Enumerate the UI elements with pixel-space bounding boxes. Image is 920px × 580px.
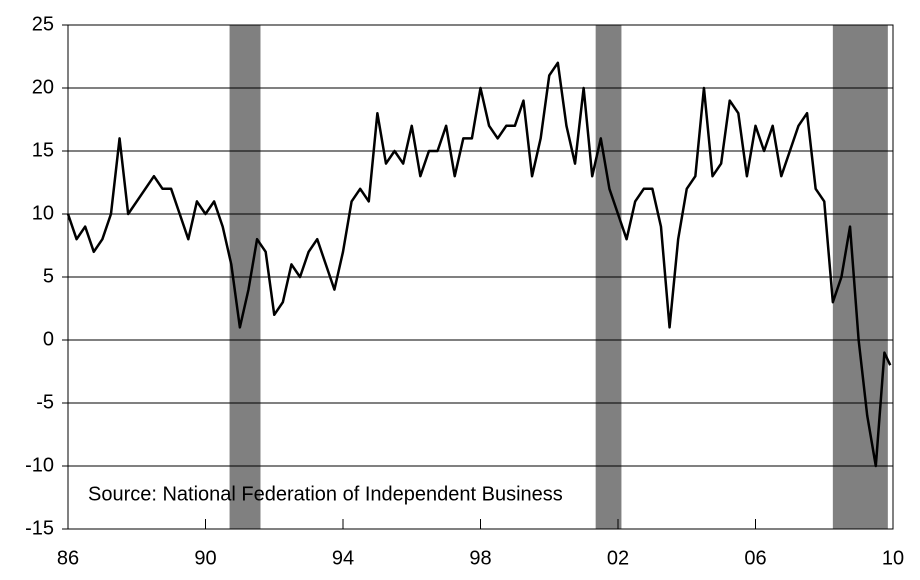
x-tick-label: 90 xyxy=(194,547,216,569)
x-tick-label: 02 xyxy=(607,547,629,569)
y-tick-label: 20 xyxy=(32,76,54,98)
y-tick-label: -5 xyxy=(36,391,54,413)
x-tick-label: 98 xyxy=(469,547,491,569)
y-tick-label: 10 xyxy=(32,202,54,224)
y-tick-label: 0 xyxy=(43,328,54,350)
y-tick-label: 5 xyxy=(43,265,54,287)
y-tick-label: -15 xyxy=(25,517,54,539)
y-tick-label: -10 xyxy=(25,454,54,476)
y-tick-label: 15 xyxy=(32,139,54,161)
x-tick-label: 94 xyxy=(332,547,354,569)
x-tick-label: 86 xyxy=(57,547,79,569)
data-line xyxy=(66,61,892,468)
x-tick-label: 06 xyxy=(744,547,766,569)
y-tick-label: 25 xyxy=(32,13,54,35)
annotation: Source: National Federation of Independe… xyxy=(88,483,563,505)
plot-frame xyxy=(67,24,894,530)
x-tick-label: 10 xyxy=(882,547,904,569)
